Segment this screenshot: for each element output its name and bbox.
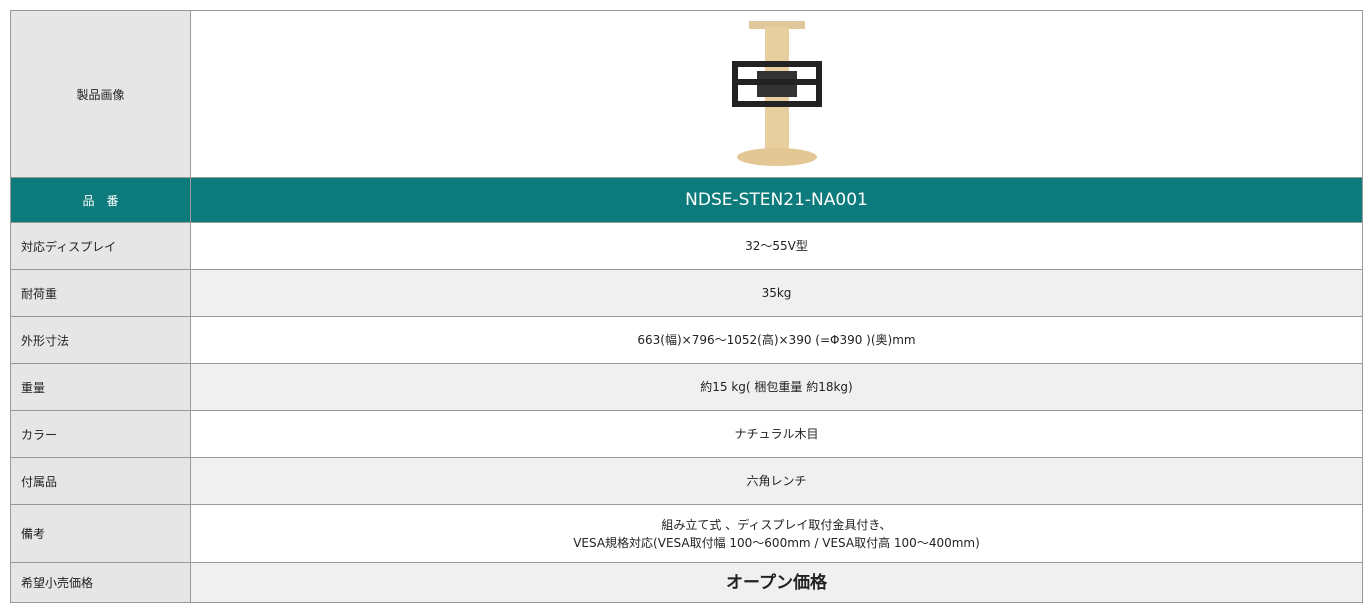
row-label: 対応ディスプレイ <box>10 222 191 270</box>
row-label: 希望小売価格 <box>10 562 191 603</box>
value-line: 組み立て式 、ディスプレイ取付金具付き、 <box>661 517 892 532</box>
row-value: 32〜55V型 <box>190 222 1363 270</box>
row-label: 重量 <box>10 363 191 411</box>
row-label: 備考 <box>10 504 191 563</box>
header-label: 品 番 <box>10 177 191 223</box>
row-label: 外形寸法 <box>10 316 191 364</box>
row-label: カラー <box>10 410 191 458</box>
value-line: 六角レンチ <box>746 474 807 488</box>
row-value: 約15 kg( 梱包重量 約18kg) <box>190 363 1363 411</box>
value-line: オープン価格 <box>726 572 827 593</box>
value-line: ナチュラル木目 <box>734 427 819 441</box>
value-line: 32〜55V型 <box>745 239 808 253</box>
image-cell <box>190 10 1363 178</box>
image-label: 製品画像 <box>10 10 191 178</box>
product-image <box>731 21 822 166</box>
row-value: 35kg <box>190 269 1363 317</box>
value-line: 約15 kg( 梱包重量 約18kg) <box>700 380 853 394</box>
row-label: 耐荷重 <box>10 269 191 317</box>
row-value: ナチュラル木目 <box>190 410 1363 458</box>
row-value: 六角レンチ <box>190 457 1363 505</box>
value-line: VESA規格対応(VESA取付幅 100〜600mm / VESA取付高 100… <box>573 535 980 550</box>
row-value: 組み立て式 、ディスプレイ取付金具付き、 VESA規格対応(VESA取付幅 100… <box>190 504 1363 563</box>
value-line: 35kg <box>761 286 792 300</box>
row-value: オープン価格 <box>190 562 1363 603</box>
row-label: 付属品 <box>10 457 191 505</box>
value-line: 663(幅)×796〜1052(高)×390 (=Φ390 )(奥)mm <box>637 333 916 347</box>
header-value: NDSE-STEN21-NA001 <box>190 177 1363 223</box>
row-value: 663(幅)×796〜1052(高)×390 (=Φ390 )(奥)mm <box>190 316 1363 364</box>
